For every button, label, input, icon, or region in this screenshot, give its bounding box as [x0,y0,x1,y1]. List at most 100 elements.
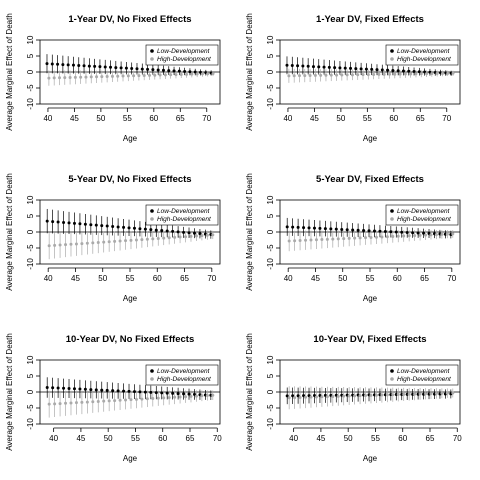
data-point [151,68,155,72]
y-tick-label: 10 [266,355,275,364]
legend-label: Low-Development [157,48,211,55]
data-point [83,222,87,226]
data-point [100,224,104,228]
legend-label: High-Development [157,216,212,223]
data-point [98,65,102,69]
legend-marker [150,209,154,213]
data-point [451,71,455,75]
data-point [56,220,60,224]
data-point [429,392,433,396]
data-point [51,386,55,390]
data-point [398,72,402,76]
data-point [102,399,106,403]
data-point [68,76,72,80]
data-point [396,234,400,238]
data-point [87,64,91,68]
x-tick-label: 45 [310,114,319,123]
data-point [140,397,144,401]
chart-title: 10-Year DV, Fixed Effects [313,334,426,345]
x-tick-label: 45 [71,274,80,283]
data-point [195,72,199,76]
series-high-development [287,68,455,83]
data-point [89,388,93,392]
data-point [194,234,198,238]
data-point [189,234,193,238]
x-axis-label: Age [363,134,378,143]
chart-title: 5-Year DV, No Fixed Effects [68,174,191,185]
data-point [103,65,107,69]
x-axis: 40 45 50 55 60 65 70 [44,267,217,283]
data-point [167,69,171,73]
data-point [301,64,305,68]
data-point [69,242,73,246]
data-point [422,231,426,235]
data-point [211,72,215,76]
data-point [156,68,160,72]
y-axis: 10 5 0 -5 -10 [26,195,40,270]
data-point [51,220,55,224]
series-low-development [45,377,213,400]
data-point [356,73,360,77]
data-point [177,69,181,73]
data-point [391,68,395,72]
data-point [66,63,70,67]
data-point [140,67,144,71]
data-point [385,393,389,397]
data-point [176,392,180,396]
y-axis: 10 5 0 -5 -10 [266,195,280,270]
data-point [83,387,87,391]
data-point [298,395,302,399]
x-tick-label: 70 [202,114,211,123]
data-point [296,394,300,398]
data-point [387,72,391,76]
y-tick-label: 0 [26,389,35,394]
legend-marker [390,49,394,53]
data-point [445,391,449,395]
series-low-development [45,208,213,239]
data-point [184,235,188,239]
y-axis-label: Average Marginal Effect of Death [245,13,254,131]
y-tick-label: 10 [26,35,35,44]
data-point [118,398,122,402]
data-point [205,393,209,397]
y-tick-label: -5 [26,244,35,252]
data-point [71,63,75,67]
data-point [396,393,400,397]
data-point [369,393,373,397]
legend-label: Low-Development [397,208,451,215]
y-tick-label: 10 [26,195,35,204]
legend-box [385,204,459,226]
data-point [314,395,318,399]
series-low-development [285,387,453,405]
y-tick-label: 5 [266,373,275,378]
data-point [336,237,340,241]
x-tick-label: 50 [104,434,113,443]
y-tick-label: 10 [266,195,275,204]
data-point [402,392,406,396]
data-point [126,74,130,78]
y-tick-label: -5 [266,404,275,412]
x-tick-label: 50 [344,434,353,443]
x-axis-label: Age [123,134,138,143]
data-point [102,240,106,244]
y-tick-label: -10 [26,98,35,110]
x-tick-label: 40 [44,274,53,283]
data-point [366,73,370,77]
data-point [329,227,333,231]
series-high-development [287,386,455,410]
data-point [338,66,342,70]
data-point [407,392,411,396]
data-point [100,75,104,79]
data-point [302,226,306,230]
data-point [56,386,60,390]
data-point [402,234,406,238]
data-point [96,399,100,403]
data-point [132,390,136,394]
data-point [331,237,335,241]
data-point [345,73,349,77]
legend-label: Low-Development [397,48,451,55]
x-axis-label: Age [363,454,378,463]
data-point [393,72,397,76]
